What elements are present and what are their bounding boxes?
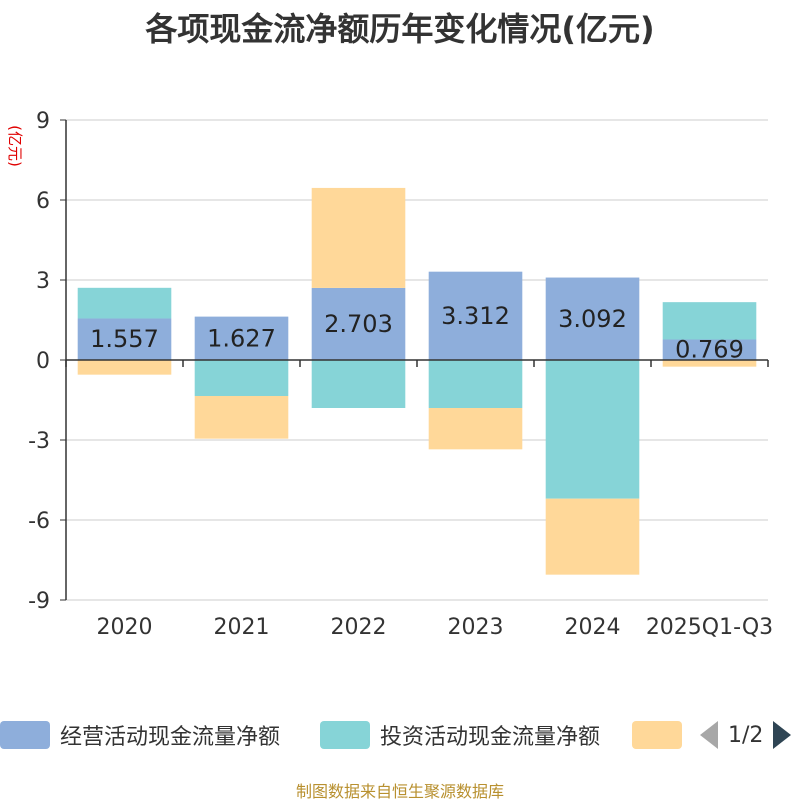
bar-investing-2024 [545,360,640,499]
bar-financing-2025Q1-Q3 [662,360,757,367]
y-tick-label: -3 [28,429,50,454]
legend-item-operating[interactable]: 经营活动现金流量净额 [0,718,280,752]
data-source-note: 制图数据来自恒生聚源数据库 [295,782,504,801]
x-tick-label: 2020 [97,615,153,640]
bar-operating-2025Q1-Q3 [662,339,757,360]
y-tick-label: 0 [36,349,50,374]
y-axis-label: (亿元) [6,125,24,167]
legend-pager: 1/2 [700,718,792,752]
legend: 经营活动现金流量净额 投资活动现金流量净额 1/2 [0,718,800,752]
bar-operating-2024 [545,277,640,360]
legend-page-indicator: 1/2 [728,722,764,748]
y-tick-label: -9 [28,589,50,614]
bar-financing-2020 [77,360,172,375]
legend-item-investing[interactable]: 投资活动现金流量净额 [320,718,600,752]
bar-financing-2023 [428,408,523,450]
x-tick-label: 2022 [331,615,387,640]
bar-financing-2024 [545,498,640,575]
cashflow-chart: 9 6 3 0 -3 -6 -9 (亿元) 1.557 1.627 2.703 3.312 3.092 0… [6,109,773,640]
legend-swatch-operating [0,721,50,749]
y-tick-label: -6 [28,509,50,534]
bar-investing-2020 [77,287,172,319]
legend-swatch-investing [320,721,370,749]
data-label-operating: 1.627 [207,324,276,352]
bar-financing-2021 [194,396,289,439]
bar-operating-2023 [428,271,523,360]
data-label-operating: 3.312 [441,302,510,330]
legend-next-page-icon[interactable] [773,721,792,749]
x-tick-label: 2023 [448,615,504,640]
bar-investing-2022 [311,360,406,408]
y-tick-label: 3 [36,269,50,294]
bar-operating-2022 [311,287,406,360]
legend-label-operating: 经营活动现金流量净额 [60,725,281,750]
y-tick-label: 6 [36,189,50,214]
legend-item-financing[interactable] [632,718,692,752]
data-label-operating: 1.557 [90,325,159,353]
bar-operating-2021 [194,316,289,360]
bar-investing-2025Q1-Q3 [662,302,757,340]
x-tick-label: 2024 [565,615,621,640]
legend-prev-page-icon[interactable] [700,721,718,749]
bar-operating-2020 [77,318,172,360]
bar-investing-2023 [428,360,523,408]
data-label-operating: 3.092 [558,305,627,333]
legend-label-investing: 投资活动现金流量净额 [380,725,601,750]
data-label-operating: 2.703 [324,310,393,338]
legend-swatch-financing [632,721,682,749]
data-label-operating: 0.769 [675,336,744,364]
x-tick-label: 2021 [214,615,270,640]
bar-investing-2021 [194,360,289,396]
x-tick-label: 2025Q1-Q3 [646,615,773,640]
bar-financing-2022 [311,187,406,288]
y-tick-label: 9 [36,109,50,134]
chart-title: 各项现金流净额历年变化情况(亿元) [145,10,655,48]
